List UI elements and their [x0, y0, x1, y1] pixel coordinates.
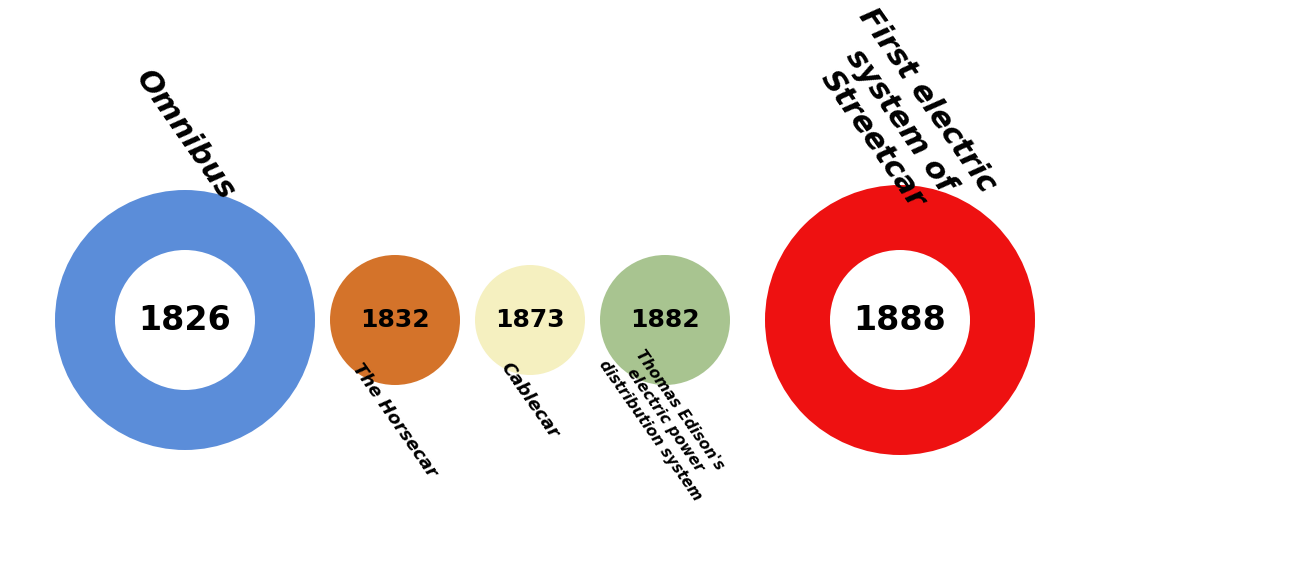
Text: 1826: 1826 [139, 303, 232, 336]
Text: Thomas Edison's
electric power
distribution system: Thomas Edison's electric power distribut… [597, 337, 733, 503]
Text: Omnibus: Omnibus [130, 65, 241, 205]
Circle shape [55, 190, 315, 450]
Text: Cablecar: Cablecar [497, 359, 563, 442]
Text: 1832: 1832 [360, 308, 429, 332]
Text: The Horsecar: The Horsecar [350, 360, 441, 480]
Circle shape [115, 250, 255, 390]
Text: 1888: 1888 [853, 303, 946, 336]
Circle shape [600, 255, 730, 385]
Text: 1882: 1882 [630, 308, 700, 332]
Circle shape [830, 250, 970, 390]
Text: 1873: 1873 [495, 308, 564, 332]
Circle shape [764, 185, 1035, 455]
Circle shape [475, 265, 585, 375]
Text: First electric
system of
Streetcar: First electric system of Streetcar [798, 3, 1001, 237]
Circle shape [330, 255, 459, 385]
